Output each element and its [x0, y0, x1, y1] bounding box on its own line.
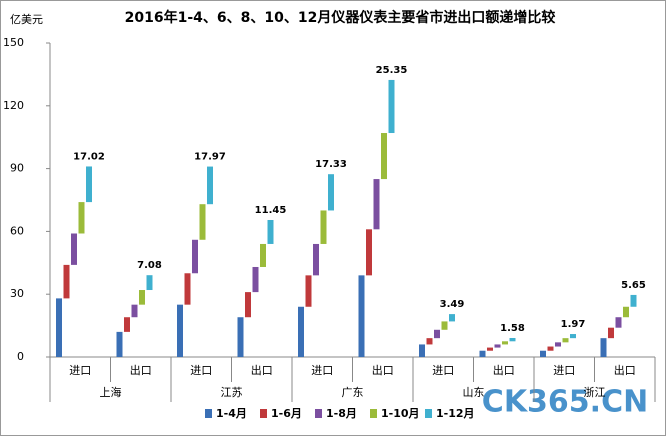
legend-label: 1-6月	[271, 407, 302, 420]
legend-swatch	[205, 409, 212, 418]
bar	[260, 243, 266, 267]
legend-label: 1-12月	[436, 407, 475, 420]
bar	[267, 219, 274, 244]
data-label: 3.49	[440, 299, 465, 310]
bar	[434, 329, 440, 339]
data-label: 5.65	[621, 280, 646, 291]
data-label: 17.97	[194, 152, 226, 163]
x-tick-label: 出口	[493, 363, 515, 377]
bar	[388, 79, 395, 134]
data-label: 7.08	[137, 260, 162, 271]
legend-label: 1-4月	[216, 407, 247, 420]
bar	[358, 275, 365, 357]
bar	[78, 202, 85, 234]
y-tick-label: 60	[10, 224, 24, 237]
bar	[207, 166, 213, 205]
bar	[237, 317, 244, 357]
bar	[245, 292, 251, 318]
y-axis-label: 亿美元	[10, 13, 43, 26]
bar	[56, 298, 62, 357]
bar	[623, 306, 629, 318]
bar	[320, 210, 327, 244]
bar	[509, 337, 516, 342]
bar	[184, 273, 191, 305]
bar	[547, 346, 554, 351]
bar	[608, 327, 614, 339]
legend-label: 1-10月	[381, 407, 420, 420]
group-label: 浙江	[584, 386, 606, 399]
x-tick-label: 出口	[130, 363, 152, 377]
y-tick-label: 90	[10, 162, 24, 175]
group-label: 山东	[463, 386, 485, 399]
data-label: 17.02	[73, 151, 105, 162]
x-tick-label: 进口	[553, 364, 575, 377]
legend-swatch	[260, 409, 267, 418]
legend-swatch	[425, 409, 432, 418]
bar	[540, 350, 546, 357]
bar	[86, 166, 92, 203]
group-label: 江苏	[221, 386, 243, 399]
data-label: 25.35	[376, 65, 408, 76]
bar	[615, 317, 622, 328]
x-tick-label: 出口	[614, 363, 636, 377]
bar	[449, 314, 455, 322]
bar	[177, 304, 183, 357]
bar	[252, 266, 259, 293]
bar	[494, 344, 501, 348]
data-label: 1.58	[500, 323, 525, 334]
bar	[479, 350, 486, 357]
bar	[419, 344, 425, 357]
x-tick-label: 出口	[251, 363, 273, 377]
legend-swatch	[315, 409, 322, 418]
bar	[199, 204, 206, 240]
bar	[570, 334, 576, 339]
bar	[71, 233, 77, 265]
bar	[373, 179, 380, 230]
bar	[630, 294, 637, 307]
y-tick-label: 0	[17, 350, 24, 363]
chart-title: 2016年1-4、6、8、10、12月仪器仪表主要省市进出口额递增比较	[125, 9, 556, 26]
bar	[116, 331, 123, 357]
group-label: 广东	[342, 386, 364, 399]
bar	[192, 239, 198, 274]
bar	[441, 321, 448, 330]
bar	[139, 290, 145, 305]
data-label: 1.97	[561, 319, 586, 330]
bar	[298, 306, 304, 357]
watermark: CK365.CN	[482, 385, 648, 420]
group-label: 上海	[100, 385, 122, 399]
bar	[600, 338, 607, 357]
legend-label: 1-8月	[326, 407, 357, 420]
bar	[562, 338, 569, 343]
data-label: 17.33	[315, 159, 347, 170]
x-tick-label: 进口	[69, 364, 91, 377]
data-label: 11.45	[255, 205, 287, 216]
bar	[305, 275, 312, 307]
x-tick-label: 进口	[311, 364, 333, 377]
bar	[124, 317, 130, 332]
x-tick-label: 进口	[190, 364, 212, 377]
legend-swatch	[370, 409, 377, 418]
y-tick-label: 120	[3, 99, 24, 112]
bar	[63, 264, 70, 299]
bar	[487, 347, 493, 351]
bar	[381, 133, 387, 180]
y-tick-label: 150	[3, 36, 24, 49]
bar	[328, 174, 334, 211]
bar	[146, 275, 153, 291]
x-tick-label: 出口	[372, 363, 394, 377]
bar	[366, 229, 372, 276]
bar	[313, 243, 319, 276]
bar	[131, 304, 138, 318]
x-tick-label: 进口	[432, 364, 454, 377]
bar	[426, 338, 433, 345]
bar	[555, 342, 561, 347]
bar	[502, 341, 508, 345]
y-tick-label: 30	[10, 287, 24, 300]
